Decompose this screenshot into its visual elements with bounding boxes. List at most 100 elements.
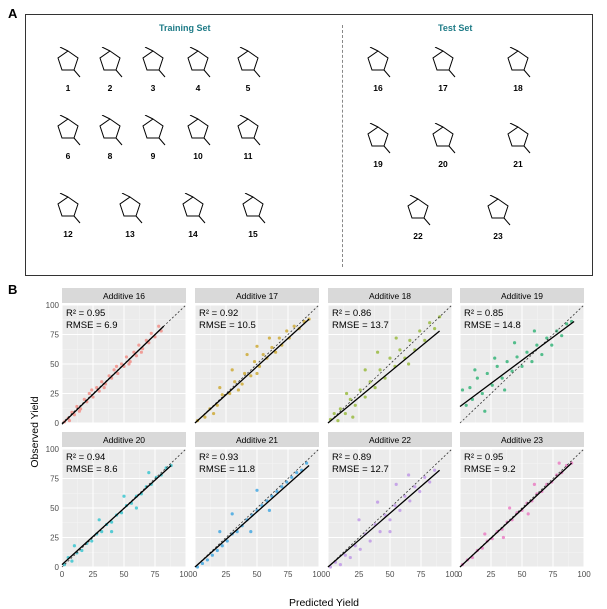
data-point — [560, 334, 564, 338]
data-point — [240, 382, 244, 386]
data-point — [67, 419, 72, 423]
data-point — [483, 409, 487, 413]
x-tick-label: 100 — [445, 570, 459, 579]
data-point — [124, 355, 129, 359]
data-point — [87, 391, 91, 396]
isoxazole-structure-icon — [407, 195, 431, 226]
r2-annotation: R² = 0.95 — [66, 308, 105, 319]
test-molecule: 18 — [496, 47, 540, 93]
x-tick-label: 50 — [120, 570, 129, 579]
rmse-annotation: RMSE = 11.8 — [199, 464, 255, 475]
isoxazole-structure-icon — [432, 123, 456, 154]
isoxazole-structure-icon — [142, 47, 166, 78]
x-tick-label: 25 — [222, 570, 231, 579]
data-point — [285, 329, 289, 333]
data-point — [72, 544, 76, 548]
data-point — [97, 389, 101, 393]
rmse-annotation: RMSE = 10.5 — [199, 320, 256, 331]
facet-title: Additive 17 — [236, 291, 278, 301]
compound-number: 17 — [438, 83, 448, 93]
panel-b-letter: B — [8, 282, 18, 297]
data-point — [270, 345, 274, 350]
data-point — [249, 530, 253, 534]
test-molecule: 23 — [476, 195, 520, 241]
data-point — [358, 547, 362, 551]
data-point — [267, 336, 271, 340]
data-point — [485, 371, 489, 376]
isoxazole-structure-icon — [367, 123, 391, 154]
data-point — [249, 374, 253, 378]
y-tick-label: 50 — [50, 504, 59, 513]
data-point — [393, 504, 397, 508]
data-point — [127, 362, 131, 366]
data-point — [200, 561, 205, 566]
x-tick-label: 75 — [417, 570, 426, 579]
facet-title: Additive 21 — [236, 435, 278, 445]
data-point — [280, 485, 284, 489]
facet-strip — [62, 288, 186, 303]
data-point — [383, 513, 387, 517]
data-point — [114, 364, 119, 368]
data-point — [147, 471, 151, 475]
data-point — [110, 530, 114, 534]
data-point — [80, 548, 84, 553]
data-point — [565, 322, 569, 326]
data-point — [107, 374, 111, 378]
data-point — [134, 354, 138, 358]
facet-strip — [328, 432, 452, 447]
data-point — [243, 371, 247, 376]
data-point — [348, 397, 352, 401]
x-tick-label: 0 — [458, 570, 463, 579]
y-tick-label: 50 — [50, 360, 59, 369]
compound-number: 1 — [65, 83, 71, 93]
compound-number: 23 — [493, 231, 503, 241]
x-tick-label: 0 — [60, 570, 65, 579]
compound-number: 8 — [107, 151, 113, 161]
data-point — [233, 380, 237, 384]
x-tick-label: 0 — [326, 570, 331, 579]
data-point — [480, 391, 484, 396]
data-point — [225, 539, 229, 543]
facet-title: Additive 22 — [369, 435, 411, 445]
r2-annotation: R² = 0.94 — [66, 452, 105, 463]
facet-title: Additive 19 — [501, 291, 543, 301]
isoxazole-structure-icon — [507, 47, 531, 78]
identity-line — [194, 448, 320, 568]
isoxazole-structure-icon — [367, 47, 391, 78]
data-point — [351, 415, 355, 419]
y-tick-label: 0 — [55, 563, 60, 572]
data-point — [495, 364, 499, 368]
panel-a-letter: A — [8, 6, 18, 21]
data-point — [500, 376, 504, 380]
compound-number: 13 — [125, 229, 135, 239]
x-tick-label: 100 — [179, 570, 193, 579]
training-molecule: 1 — [46, 47, 90, 93]
data-point — [70, 559, 74, 563]
data-point — [205, 558, 209, 562]
data-point — [348, 555, 352, 560]
data-point — [338, 563, 342, 567]
data-point — [245, 352, 249, 357]
data-point — [407, 473, 411, 477]
fit-line — [61, 465, 172, 566]
r2-annotation: R² = 0.92 — [199, 308, 238, 319]
isoxazole-structure-icon — [99, 115, 123, 146]
data-point — [215, 548, 219, 553]
data-point — [376, 350, 380, 354]
data-point — [332, 411, 336, 416]
data-point — [483, 532, 487, 536]
compound-number: 15 — [248, 229, 258, 239]
test-molecule: 21 — [496, 123, 540, 169]
data-point — [100, 530, 104, 534]
data-point — [545, 336, 549, 340]
fit-line — [459, 462, 573, 568]
data-point — [505, 360, 509, 364]
compound-number: 21 — [513, 159, 523, 169]
isoxazole-structure-icon — [187, 115, 211, 146]
x-tick-label: 75 — [151, 570, 160, 579]
data-point — [91, 395, 95, 399]
data-point — [274, 350, 278, 354]
x-tick-label: 100 — [577, 570, 591, 579]
isoxazole-structure-icon — [57, 115, 81, 146]
